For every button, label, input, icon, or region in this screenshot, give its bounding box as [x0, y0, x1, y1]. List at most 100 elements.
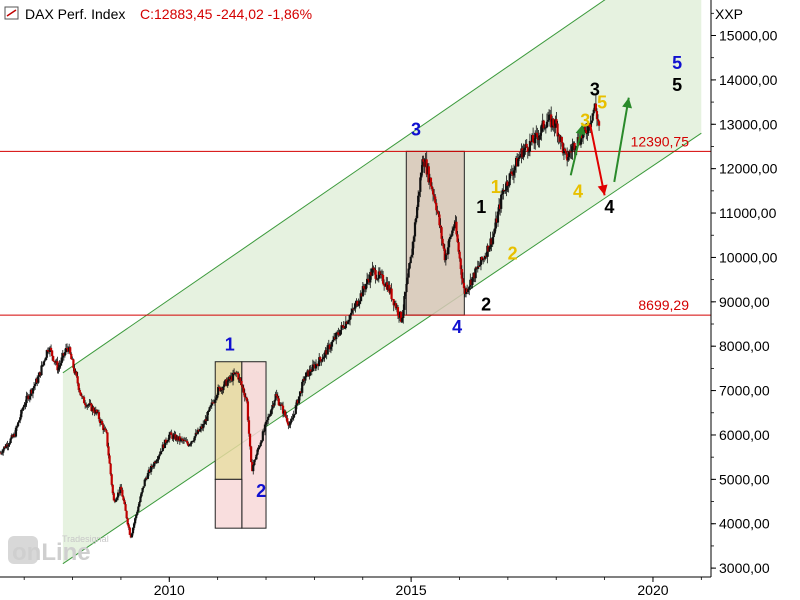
- candle-body: [240, 380, 243, 386]
- candle: [31, 387, 35, 399]
- candle: [590, 120, 593, 128]
- candle-body: [474, 267, 477, 279]
- candle: [538, 134, 541, 148]
- candle: [528, 133, 532, 157]
- candle: [141, 487, 144, 494]
- candle: [117, 489, 120, 501]
- candle: [246, 399, 250, 422]
- candle-body: [410, 254, 413, 257]
- candle-body: [217, 387, 220, 395]
- candle: [444, 250, 447, 266]
- candle-body: [163, 439, 167, 448]
- candle: [358, 299, 361, 309]
- candle-body: [159, 451, 162, 455]
- candle-body: [40, 365, 43, 376]
- candle-body: [390, 288, 393, 299]
- candle-body: [77, 383, 80, 390]
- candle-body: [483, 258, 486, 260]
- candle: [52, 355, 55, 362]
- candle: [366, 272, 369, 288]
- candle-body: [484, 256, 487, 259]
- candle-body: [392, 299, 395, 306]
- candle: [405, 282, 408, 293]
- candle-body: [420, 172, 423, 178]
- candle: [223, 380, 226, 388]
- candle-body: [290, 419, 293, 423]
- candle-body: [431, 189, 435, 195]
- candle-body: [152, 466, 155, 468]
- candle: [421, 155, 424, 176]
- candle-body: [137, 506, 140, 512]
- candle-body: [214, 398, 218, 400]
- candle-body: [243, 392, 246, 398]
- candle-body: [210, 402, 213, 406]
- candle-body: [155, 461, 158, 463]
- candle: [429, 177, 433, 187]
- candle: [552, 118, 555, 132]
- candle: [467, 288, 470, 295]
- candle: [109, 463, 112, 476]
- candle-body: [252, 465, 255, 472]
- candle: [263, 422, 267, 436]
- candle-body: [294, 405, 297, 414]
- candle-body: [170, 432, 173, 435]
- candle-body: [546, 120, 550, 122]
- candle-body: [92, 407, 95, 412]
- candle: [591, 113, 594, 123]
- candle-body: [478, 264, 482, 267]
- candle-body: [89, 403, 92, 404]
- highlight-box-3: [214, 478, 243, 529]
- candle-body: [193, 436, 196, 441]
- candle-body: [594, 103, 597, 112]
- candle: [455, 216, 458, 237]
- candle-body: [127, 524, 130, 528]
- candle: [508, 173, 511, 188]
- candle-body: [2, 449, 5, 453]
- candle-body: [433, 194, 436, 197]
- candle: [231, 369, 235, 386]
- candle-body: [260, 440, 263, 443]
- candle-body: [121, 489, 124, 497]
- candle: [383, 279, 386, 291]
- candle-body: [534, 132, 537, 144]
- candle-body: [52, 356, 55, 361]
- watermark-brand-small: Tradesignal: [62, 534, 109, 544]
- y-tick-label: 13000,00: [719, 116, 778, 132]
- candle: [451, 226, 454, 237]
- candle: [435, 199, 438, 216]
- candle-body: [430, 186, 434, 190]
- candle-body: [28, 395, 31, 400]
- candle-body: [590, 120, 593, 124]
- candle-body: [105, 430, 108, 433]
- candle: [418, 191, 421, 203]
- candle-body: [304, 377, 307, 381]
- candle-body: [139, 496, 142, 503]
- candle-body: [213, 399, 217, 403]
- candle: [456, 230, 459, 243]
- candle-body: [523, 147, 526, 151]
- candle-body: [223, 381, 226, 387]
- candle-body: [49, 347, 53, 351]
- candle-body: [292, 414, 295, 418]
- candle-body: [285, 415, 288, 419]
- candle-body: [76, 376, 79, 384]
- candle: [301, 380, 304, 397]
- candle: [126, 517, 129, 526]
- candle: [58, 360, 61, 372]
- y-tick-label: 14000,00: [719, 72, 778, 88]
- candle-body: [42, 361, 45, 365]
- candle-body: [281, 405, 285, 414]
- candle-body: [275, 394, 278, 397]
- candle-body: [493, 228, 496, 234]
- candle: [275, 389, 278, 397]
- candle: [264, 421, 268, 428]
- candle: [471, 276, 474, 289]
- candle-body: [51, 350, 54, 357]
- candle-body: [31, 388, 35, 394]
- candle-body: [564, 151, 568, 154]
- candle-body: [308, 369, 311, 377]
- candle: [149, 463, 153, 475]
- candle: [69, 346, 72, 355]
- candle: [468, 285, 471, 296]
- candle: [125, 510, 128, 520]
